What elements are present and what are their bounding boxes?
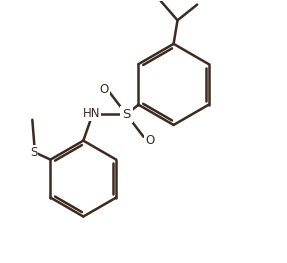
Text: HN: HN bbox=[82, 107, 100, 120]
Text: S: S bbox=[122, 108, 131, 121]
Text: O: O bbox=[146, 134, 155, 147]
Text: O: O bbox=[100, 83, 109, 96]
Text: S: S bbox=[30, 146, 37, 159]
